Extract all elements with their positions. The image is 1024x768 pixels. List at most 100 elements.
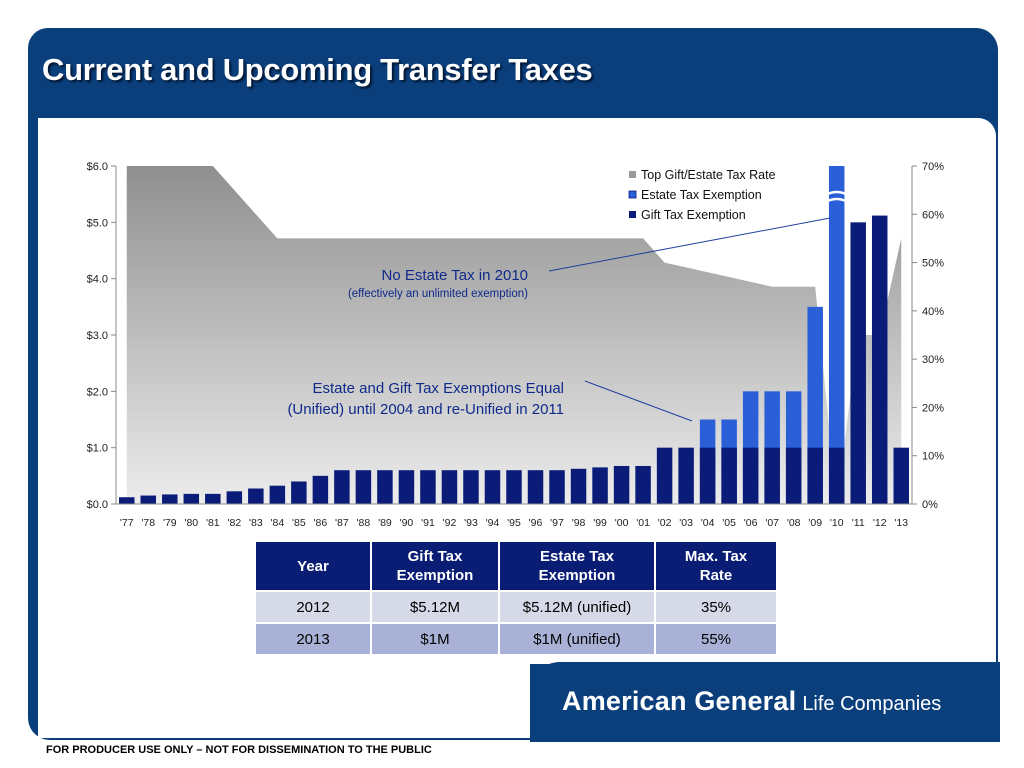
y-left-tick-label: $1.0 xyxy=(87,443,108,455)
x-tick-label: '87 xyxy=(335,517,349,529)
bar-gift-exemption xyxy=(312,475,329,504)
x-tick-label: '06 xyxy=(744,517,758,529)
x-tick-label: '92 xyxy=(443,517,457,529)
bar-gift-exemption xyxy=(484,470,501,504)
table-cell: $1M xyxy=(372,624,498,654)
x-tick-label: '09 xyxy=(808,517,822,529)
x-tick-label: '94 xyxy=(486,517,500,529)
x-tick-label: '01 xyxy=(636,517,650,529)
bar-gift-exemption xyxy=(205,493,221,504)
y-right-tick-label: 30% xyxy=(922,354,944,366)
y-left-tick-label: $5.0 xyxy=(87,217,108,229)
x-tick-label: '03 xyxy=(679,517,693,529)
x-tick-label: '90 xyxy=(400,517,414,529)
bar-gift-exemption xyxy=(162,494,178,504)
x-tick-label: '07 xyxy=(765,517,779,529)
tax-table: Year Gift Tax Exemption Estate Tax Exempti… xyxy=(254,540,778,656)
legend-label: Estate Tax Exemption xyxy=(641,188,762,202)
x-tick-label: '88 xyxy=(357,517,371,529)
table-cell: $5.12M (unified) xyxy=(500,592,654,622)
x-tick-label: '10 xyxy=(830,517,844,529)
annotation-unified: Estate and Gift Tax Exemptions Equal xyxy=(312,380,564,397)
brand-tab xyxy=(530,662,1000,742)
annotation-no-estate-tax-sub: (effectively an unlimited exemption) xyxy=(348,288,528,300)
bar-gift-exemption xyxy=(893,447,909,504)
y-right-tick-label: 0% xyxy=(922,499,938,511)
bar-estate-exemption xyxy=(828,166,845,504)
table-header-year: Year xyxy=(256,542,370,590)
bar-gift-exemption xyxy=(183,493,200,504)
x-tick-label: '91 xyxy=(421,517,435,529)
x-tick-label: '02 xyxy=(658,517,672,529)
bar-gift-exemption xyxy=(549,470,565,504)
annotation-no-estate-tax: No Estate Tax in 2010 xyxy=(382,267,528,284)
bar-gift-exemption xyxy=(807,447,823,504)
x-tick-label: '82 xyxy=(227,517,241,529)
bar-gift-exemption xyxy=(226,491,243,504)
x-tick-label: '08 xyxy=(787,517,801,529)
table-cell: $1M (unified) xyxy=(500,624,654,654)
bar-gift-exemption xyxy=(269,485,286,504)
legend-swatch xyxy=(629,211,636,218)
y-left-tick-label: $2.0 xyxy=(87,386,108,398)
bar-gift-exemption xyxy=(656,447,673,504)
brand-light: Life Companies xyxy=(802,693,942,715)
x-tick-label: '85 xyxy=(292,517,306,529)
bar-gift-exemption xyxy=(828,447,845,504)
table-header-estate: Estate Tax Exemption xyxy=(500,542,654,590)
table-header-rate: Max. Tax Rate xyxy=(656,542,776,590)
y-right-tick-label: 70% xyxy=(922,161,944,173)
bar-gift-exemption xyxy=(119,497,135,504)
x-tick-label: '80 xyxy=(184,517,198,529)
legend-label: Gift Tax Exemption xyxy=(641,208,746,222)
x-tick-label: '96 xyxy=(529,517,543,529)
bar-gift-exemption xyxy=(463,470,479,504)
table-header-gift: Gift Tax Exemption xyxy=(372,542,498,590)
bar-gift-exemption xyxy=(850,222,866,505)
bar-gift-exemption xyxy=(742,447,759,504)
y-left-tick-label: $4.0 xyxy=(87,274,108,286)
y-right-tick-label: 40% xyxy=(922,306,944,318)
y-right-tick-label: 60% xyxy=(922,209,944,221)
annotation-leader-line xyxy=(548,217,831,272)
x-tick-label: '86 xyxy=(314,517,328,529)
legend-swatch xyxy=(628,190,637,199)
table-cell: $5.12M xyxy=(372,592,498,622)
axis-break-mark xyxy=(827,197,847,203)
bar-gift-exemption xyxy=(635,465,651,504)
table-row: 2013 $1M $1M (unified) 55% xyxy=(256,624,776,654)
disclaimer: FOR PRODUCER USE ONLY – NOT FOR DISSEMIN… xyxy=(46,744,432,756)
bar-gift-exemption xyxy=(678,447,694,504)
x-tick-label: '13 xyxy=(894,517,908,529)
y-left-tick-label: $0.0 xyxy=(87,499,108,511)
brand-logo: American General Life Companies xyxy=(562,686,941,717)
footer-panel xyxy=(38,664,530,738)
bar-gift-exemption xyxy=(570,468,587,504)
area-top-tax-rate xyxy=(126,166,902,504)
bar-gift-exemption xyxy=(248,488,264,504)
table-cell: 55% xyxy=(656,624,776,654)
bar-gift-exemption xyxy=(398,470,415,504)
x-tick-label: '05 xyxy=(722,517,736,529)
legend-label: Top Gift/Estate Tax Rate xyxy=(641,168,776,182)
table-cell: 2013 xyxy=(256,624,370,654)
bar-gift-exemption xyxy=(506,470,522,504)
x-tick-label: '95 xyxy=(507,517,521,529)
title-tab xyxy=(28,28,714,120)
y-right-tick-label: 50% xyxy=(922,258,944,270)
bar-gift-exemption xyxy=(871,215,888,504)
bar-gift-exemption xyxy=(592,467,608,504)
bar-gift-exemption xyxy=(721,447,737,504)
bar-gift-exemption xyxy=(699,447,716,504)
y-left-tick-label: $6.0 xyxy=(87,161,108,173)
table-cell: 35% xyxy=(656,592,776,622)
annotation-leader-line xyxy=(584,380,693,422)
bar-gift-exemption xyxy=(140,495,157,504)
x-tick-label: '11 xyxy=(852,517,865,529)
bar-gift-exemption xyxy=(764,447,780,504)
x-tick-label: '12 xyxy=(873,517,887,529)
axis-break-mark xyxy=(827,190,847,196)
x-tick-label: '81 xyxy=(206,517,220,529)
bar-gift-exemption xyxy=(420,470,436,504)
x-tick-label: '78 xyxy=(141,517,155,529)
